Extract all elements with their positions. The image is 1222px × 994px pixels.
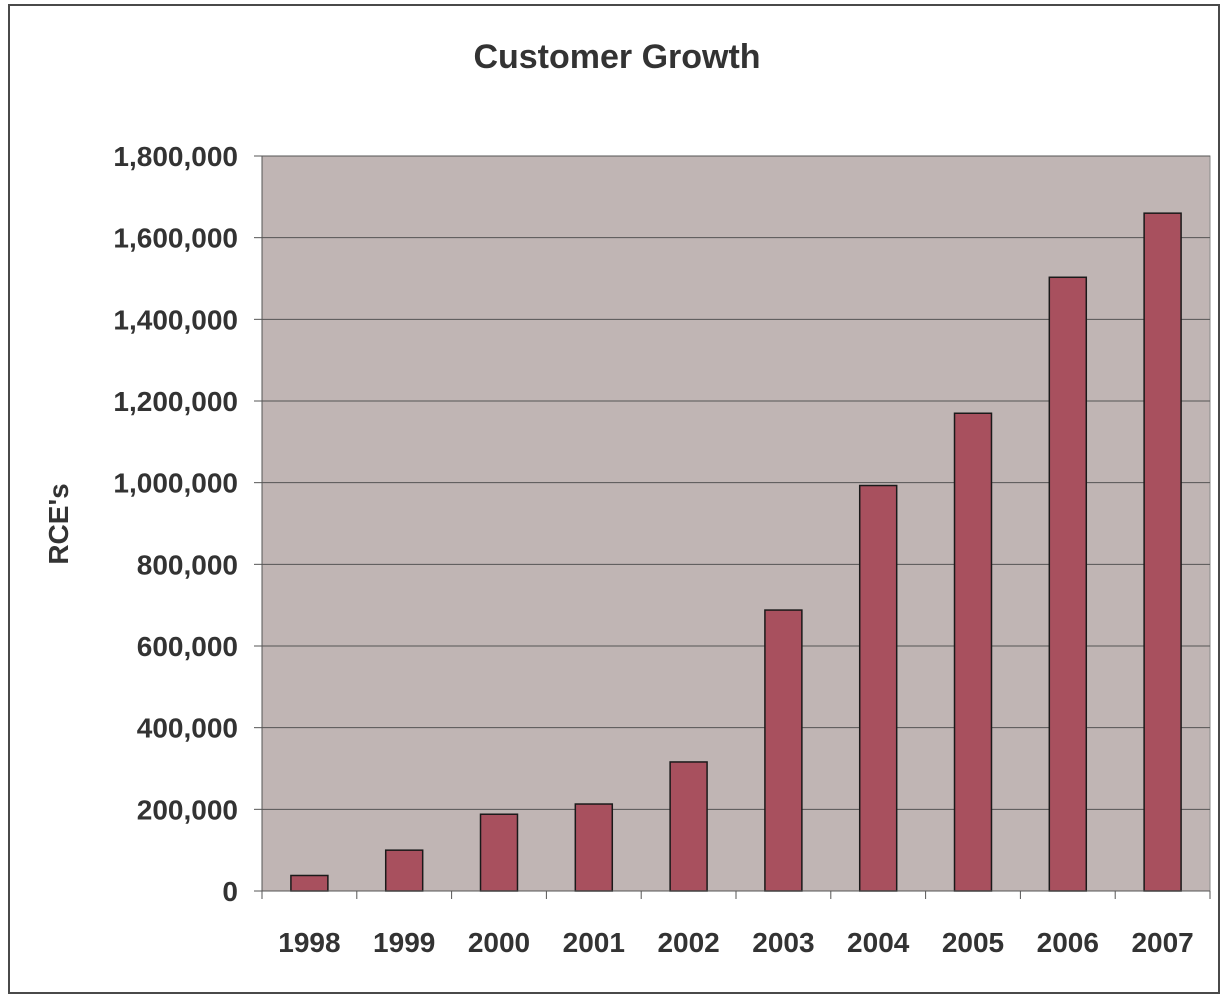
x-tick-label: 2000 [468, 927, 530, 958]
y-axis-label: RCE's [43, 483, 74, 564]
y-tick-label: 1,800,000 [113, 141, 238, 172]
y-tick-label: 600,000 [137, 631, 238, 662]
y-tick-label: 0 [222, 876, 238, 907]
x-tick-label: 2005 [942, 927, 1004, 958]
x-tick-labels: 1998 1999 2000 2001 2002 2003 2004 2005 2006 2007 [278, 927, 1193, 958]
x-tick-label: 2003 [752, 927, 814, 958]
bar-2004 [858, 484, 898, 892]
x-tick-label: 2004 [847, 927, 910, 958]
bar-1999 [384, 849, 424, 892]
x-tick-label: 2007 [1131, 927, 1193, 958]
axes [254, 155, 1211, 899]
bar-2007 [1143, 212, 1182, 892]
bar-2000 [479, 813, 519, 892]
y-tick-labels: 0 200,000 400,000 600,000 800,000 1,000,000 1,… [113, 141, 238, 907]
bar-2003 [764, 609, 803, 892]
bar-2006 [1048, 276, 1088, 892]
x-tick-label: 2006 [1037, 927, 1099, 958]
y-tick-label: 1,200,000 [113, 386, 238, 417]
chart-title: Customer Growth [473, 38, 760, 76]
bar-1998 [290, 874, 329, 892]
bar-2005 [953, 412, 993, 892]
bars [290, 212, 1182, 892]
y-tick-label: 400,000 [137, 713, 238, 744]
y-tick-label: 800,000 [137, 549, 238, 580]
bar-2001 [574, 803, 614, 892]
x-tick-label: 1999 [373, 927, 435, 958]
bar-2002 [669, 761, 708, 892]
y-tick-label: 1,000,000 [113, 468, 238, 499]
x-tick-label: 2001 [563, 927, 625, 958]
y-tick-label: 1,400,000 [113, 304, 238, 335]
y-tick-label: 1,600,000 [113, 223, 238, 254]
y-tick-label: 200,000 [137, 794, 238, 825]
x-tick-label: 2002 [657, 927, 719, 958]
x-tick-label: 1998 [278, 927, 340, 958]
